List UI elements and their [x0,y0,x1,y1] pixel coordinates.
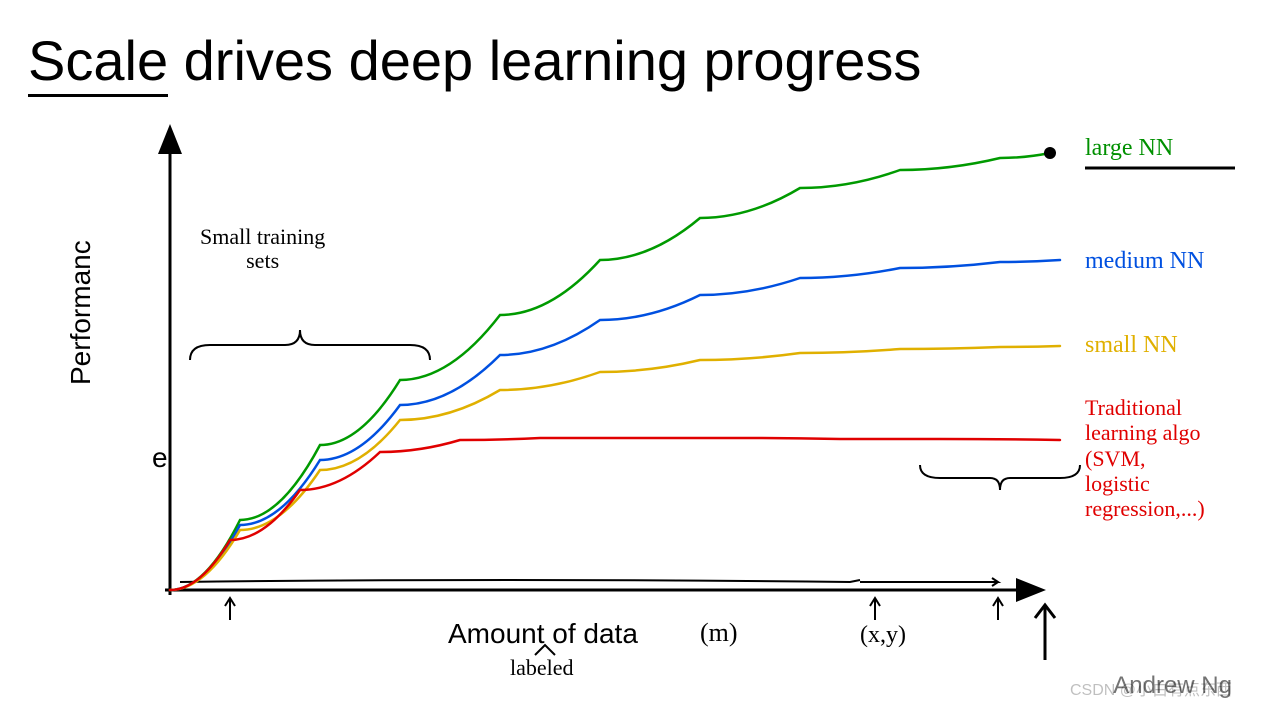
series-traditional [170,438,1060,590]
brace-traditional [920,465,1080,490]
arrow-small-2 [870,598,880,620]
series-end-dot [1044,147,1056,159]
chart-svg [0,0,1272,710]
arrow-small-3 [993,598,1003,620]
series-small NN [170,346,1060,590]
hand-x-axis-overlay [180,578,998,586]
series-medium NN [170,260,1060,590]
arrow-big [1035,605,1055,660]
caret-labeled [535,645,555,655]
arrow-small-1 [225,598,235,620]
series-group [170,147,1060,590]
brace-small-training [190,330,430,360]
